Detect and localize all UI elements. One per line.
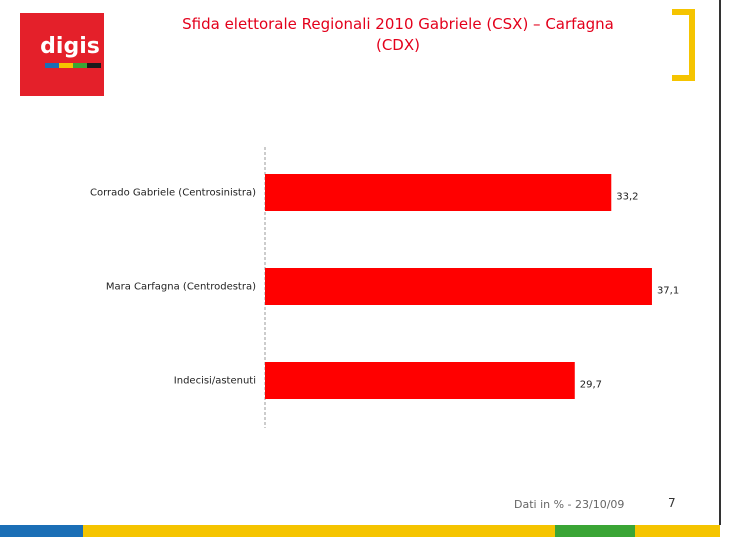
footer-stripe — [555, 525, 635, 537]
logo-stripe — [87, 63, 101, 68]
value-label: 33,2 — [616, 192, 638, 203]
bar — [265, 362, 575, 399]
bracket — [672, 9, 695, 81]
category-label: Indecisi/astenuti — [174, 376, 256, 387]
category-label: Corrado Gabriele (Centrosinistra) — [90, 188, 256, 199]
bar — [265, 268, 652, 305]
logo-box — [20, 13, 104, 96]
bar — [265, 174, 612, 211]
category-label: Mara Carfagna (Centrodestra) — [106, 282, 256, 293]
logo-stripe — [45, 63, 59, 68]
footer-stripe — [83, 525, 555, 537]
chart: Corrado Gabriele (Centrosinistra) 33,2 Mar… — [90, 174, 679, 399]
title: Sfida elettorale Regionali 2010 Gabriele… — [182, 15, 614, 54]
page-number: 7 — [668, 496, 676, 510]
value-label: 29,7 — [580, 380, 602, 391]
logo-stripe — [59, 63, 73, 68]
value-label: 37,1 — [657, 286, 679, 297]
footer-stripe — [0, 525, 83, 537]
logo-text: digis — [40, 34, 100, 59]
logo-stripe — [73, 63, 87, 68]
footer-stripe — [635, 525, 720, 537]
footer: Dati in % - 23/10/09 — [514, 498, 625, 511]
